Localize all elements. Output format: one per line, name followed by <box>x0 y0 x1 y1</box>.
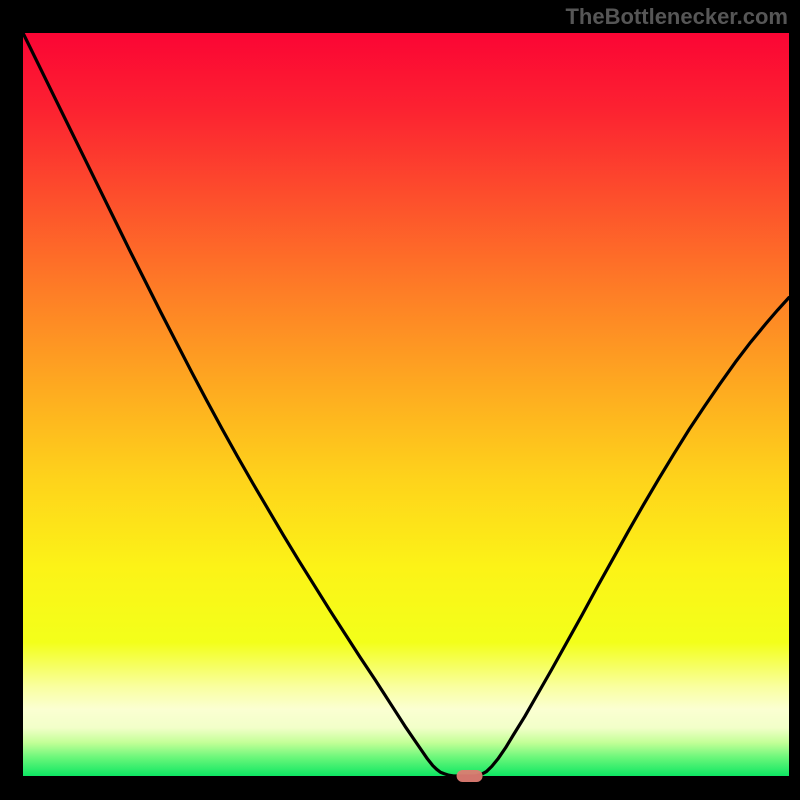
plot-background <box>23 33 789 776</box>
optimal-point-marker <box>457 770 483 782</box>
chart-frame: TheBottlenecker.com <box>0 0 800 800</box>
bottleneck-chart <box>0 0 800 800</box>
watermark-text: TheBottlenecker.com <box>565 4 788 30</box>
